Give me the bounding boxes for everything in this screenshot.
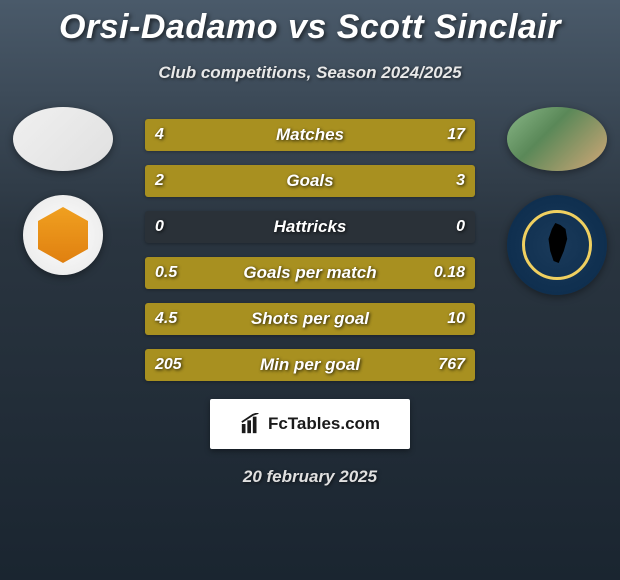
chart-icon (240, 413, 262, 435)
left-player-column (8, 107, 118, 275)
stat-row: 205767Min per goal (145, 349, 475, 381)
stat-bars: 417Matches 23Goals 00Hattricks 0.50.18Goals… (145, 107, 475, 381)
stat-row: 4.510Shots per goal (145, 303, 475, 335)
stat-row: 23Goals (145, 165, 475, 197)
mk-dons-crest-icon (38, 207, 88, 263)
right-player-photo (507, 107, 607, 171)
right-player-column (502, 107, 612, 295)
subtitle: Club competitions, Season 2024/2025 (0, 63, 620, 83)
stat-row: 0.50.18Goals per match (145, 257, 475, 289)
stat-label: Goals per match (145, 263, 475, 283)
bristol-rovers-crest-icon (522, 210, 592, 280)
stat-row: 00Hattricks (145, 211, 475, 243)
right-club-badge (507, 195, 607, 295)
stat-label: Goals (145, 171, 475, 191)
stat-label: Hattricks (145, 217, 475, 237)
comparison-content: 417Matches 23Goals 00Hattricks 0.50.18Goals… (0, 107, 620, 487)
stat-label: Shots per goal (145, 309, 475, 329)
date-text: 20 february 2025 (0, 467, 620, 487)
left-player-photo (13, 107, 113, 171)
stat-label: Min per goal (145, 355, 475, 375)
left-club-badge (23, 195, 103, 275)
brand-text: FcTables.com (268, 414, 380, 434)
stat-row: 417Matches (145, 119, 475, 151)
brand-pill[interactable]: FcTables.com (210, 399, 410, 449)
page-title: Orsi-Dadamo vs Scott Sinclair (0, 0, 620, 47)
stat-label: Matches (145, 125, 475, 145)
